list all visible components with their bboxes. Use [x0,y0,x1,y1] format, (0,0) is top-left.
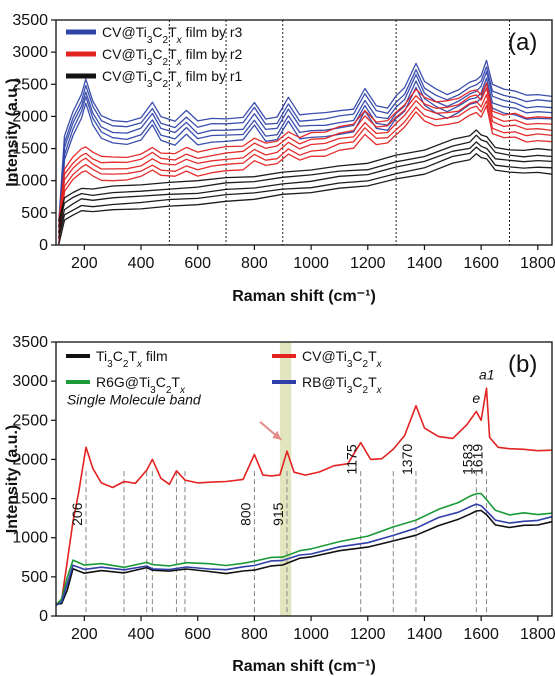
series-line [58,66,553,228]
x-tick-label: 1000 [293,255,329,272]
x-tick-label: 600 [184,626,211,643]
series-line [55,492,553,606]
series-line [55,503,553,606]
series-group [55,387,553,606]
peak-tag: a1 [479,367,495,383]
peak-label: 1175 [344,444,360,474]
plot-frame [55,19,553,246]
peak-label: 1619 [470,444,486,475]
y-tick-label: 0 [39,237,48,254]
peak-label: 915 [270,502,286,526]
x-tick-label: 1200 [350,626,386,643]
legend-label: CV@Ti3C2Tx film by r3 [102,24,243,46]
panel-label: (b) [508,351,537,378]
peak-tag: e [472,390,480,406]
x-tick-label: 200 [71,626,98,643]
series-group [55,509,553,606]
legend-label: RB@Ti3C2Tx [302,374,383,396]
band-arrow-head [272,430,282,440]
series-line [58,141,553,234]
x-axis-label: Raman shift (cm⁻¹) [232,288,376,305]
y-axis-label: Intensity (a.u.) [4,425,21,533]
x-tick-label: 1800 [520,626,555,643]
y-tick-label: 2000 [12,108,48,125]
x-tick-label: 1200 [350,255,386,272]
y-tick-label: 500 [21,205,48,222]
y-tick-label: 2500 [12,412,48,429]
series-line [58,100,553,240]
series-group [58,129,553,245]
x-tick-label: 800 [241,626,268,643]
x-tick-label: 1400 [407,626,443,643]
series-group [58,59,553,244]
peak-label: 1583 [459,444,475,475]
series-line [58,146,553,239]
y-tick-label: 1000 [12,530,48,547]
legend-label: CV@Ti3C2Tx film by r2 [102,46,243,68]
x-tick-label: 1600 [463,255,499,272]
series-line [58,134,553,227]
x-tick-label: 200 [71,255,98,272]
highlight-band [279,342,292,616]
x-tick-label: 400 [128,255,155,272]
series-line [58,59,553,222]
y-tick-label: 3000 [12,373,48,390]
legend-label: Ti3C2Tx film [96,348,168,370]
legend-label: CV@Ti3C2Tx film by r1 [102,68,243,90]
series-group [58,82,553,245]
y-tick-label: 2000 [12,451,48,468]
series-line [58,129,553,222]
series-group [55,492,553,606]
peak-label: 206 [69,502,85,526]
y-tick-label: 3500 [12,12,48,29]
peak-label: 800 [237,502,253,526]
y-tick-label: 1000 [12,173,48,190]
panel-a-chart: 200 400 600 800 1000 1200 1400 1600 1800 0 500 1000… [4,12,555,305]
series-line [58,105,553,245]
series-line [55,387,553,606]
y-tick-label: 2500 [12,76,48,93]
series-line [55,509,553,606]
series-line [58,82,553,244]
series-line [58,82,553,222]
y-tick-label: 3500 [12,334,48,351]
x-tick-label: 1800 [520,255,555,272]
panel-label: (a) [508,29,537,56]
y-tick-label: 500 [21,569,48,586]
series-line [58,93,553,233]
x-tick-label: 800 [241,255,268,272]
x-axis-label: Raman shift (cm⁻¹) [232,658,376,675]
series-line [58,87,553,227]
y-tick-label: 0 [39,608,48,625]
legend-label: CV@Ti3C2Tx [302,348,383,370]
x-tick-label: 1600 [463,626,499,643]
y-tick-label: 1500 [12,491,48,508]
x-tick-label: 400 [128,626,155,643]
plot-frame [55,341,553,617]
y-tick-label: 1500 [12,141,48,158]
series-group [55,503,553,606]
legend-label: R6G@Ti3C2Tx [96,374,186,396]
y-axis-label: Intensity (a.u.) [4,78,21,186]
series-line [58,71,553,233]
x-tick-label: 1000 [293,626,329,643]
series-line [58,153,553,245]
panel-b-chart: 200 400 600 800 1000 1200 1400 1600 1800 0 500 1000… [4,334,555,675]
y-tick-label: 3000 [12,44,48,61]
x-tick-label: 1400 [407,255,443,272]
band-annotation: Single Molecule band [67,392,202,408]
peak-label: 1370 [399,444,415,475]
x-tick-label: 600 [184,255,211,272]
